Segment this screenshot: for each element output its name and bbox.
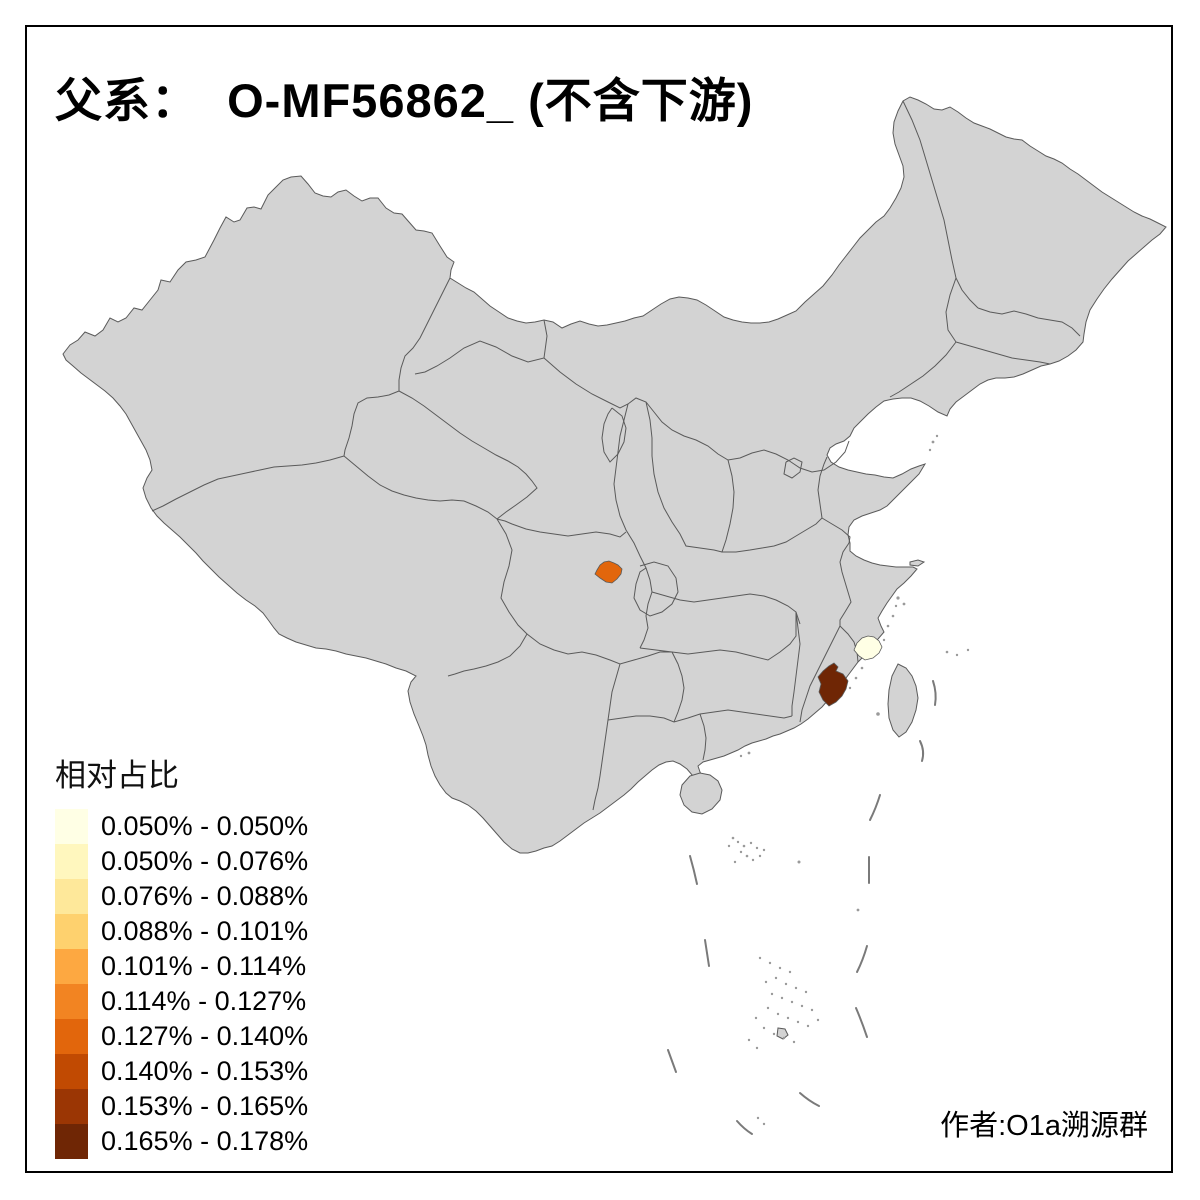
legend-swatch: [55, 1054, 88, 1089]
legend-item: 0.050% - 0.076%: [55, 844, 308, 879]
legend-item: 0.050% - 0.050%: [55, 809, 308, 844]
legend-label: 0.114% - 0.127%: [101, 986, 307, 1016]
legend-item: 0.127% - 0.140%: [55, 1019, 308, 1054]
north-fujian-coastal-region: [853, 635, 883, 661]
legend-swatch: [55, 1124, 88, 1159]
legend-swatch: [55, 914, 88, 949]
islet-dots: [727, 434, 970, 1126]
legend-swatch: [55, 1089, 88, 1124]
legend-item: 0.153% - 0.165%: [55, 1089, 308, 1124]
legend-label: 0.127% - 0.140%: [101, 1021, 309, 1051]
legend-rows: 0.050% - 0.050% 0.050% - 0.076% 0.076% - 0…: [55, 809, 308, 1159]
highlighted-regions: [594, 560, 883, 707]
legend-label: 0.050% - 0.076%: [101, 846, 309, 876]
legend-swatch: [55, 984, 88, 1019]
legend-label: 0.050% - 0.050%: [101, 811, 309, 841]
chongming-island: [909, 559, 926, 567]
legend: 相对占比 0.050% - 0.050% 0.050% - 0.076% 0.076…: [55, 750, 308, 1159]
legend-swatch: [55, 879, 88, 914]
legend-item: 0.088% - 0.101%: [55, 914, 308, 949]
legend-swatch: [55, 949, 88, 984]
legend-swatch: [55, 809, 88, 844]
legend-label: 0.140% - 0.153%: [101, 1056, 309, 1086]
sichuan-chengdu-region: [594, 560, 623, 584]
legend-item: 0.101% - 0.114%: [55, 949, 308, 984]
taiwan-island: [887, 663, 919, 738]
legend-item: 0.140% - 0.153%: [55, 1054, 308, 1089]
legend-title: 相对占比: [55, 758, 179, 793]
legend-label: 0.153% - 0.165%: [101, 1091, 309, 1121]
legend-label: 0.076% - 0.088%: [101, 881, 309, 911]
south-sea-islet: [776, 1027, 789, 1040]
province-borders: [151, 100, 1081, 811]
south-fujian-region: [817, 662, 849, 707]
plot-title: 父系： O-MF56862_ (不含下游): [55, 74, 754, 127]
islands: [679, 559, 926, 1040]
attribution: 作者:O1a溯源群: [940, 1110, 1148, 1142]
legend-label: 0.088% - 0.101%: [101, 916, 309, 946]
legend-label: 0.165% - 0.178%: [101, 1126, 309, 1156]
legend-label: 0.101% - 0.114%: [101, 951, 307, 981]
legend-swatch: [55, 1019, 88, 1054]
legend-item: 0.165% - 0.178%: [55, 1124, 308, 1159]
legend-item: 0.114% - 0.127%: [55, 984, 308, 1019]
hainan-island: [679, 772, 723, 815]
legend-swatch: [55, 844, 88, 879]
nine-dash-line: [667, 680, 937, 1135]
mainland-outline: [62, 96, 1167, 854]
legend-item: 0.076% - 0.088%: [55, 879, 308, 914]
